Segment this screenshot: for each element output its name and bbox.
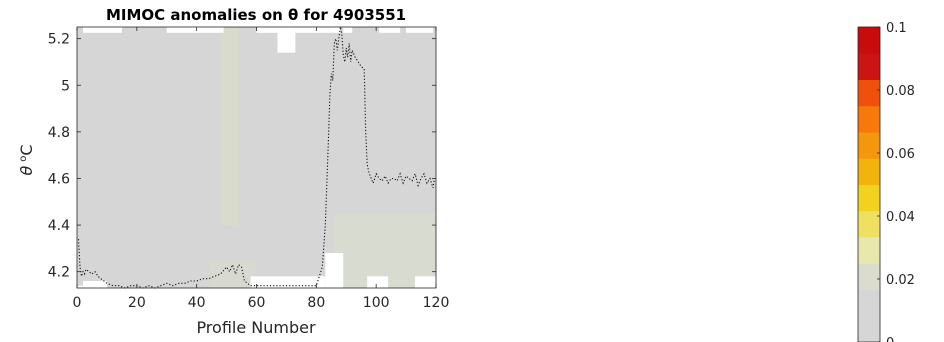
colorbar-segment <box>858 79 880 107</box>
anomaly-tints <box>208 27 436 288</box>
colorbar-segment <box>858 53 880 80</box>
data-gap-top <box>379 27 401 33</box>
colorbar-segment <box>858 315 880 342</box>
x-tick-label: 80 <box>307 295 325 311</box>
data-gap-top <box>256 27 278 33</box>
y-tick-label: 4.4 <box>48 218 70 234</box>
y-tick-label: 4.8 <box>48 125 70 141</box>
colorbar-tick-label: 0.06 <box>886 147 915 162</box>
data-gap-top <box>295 27 329 33</box>
x-axis: 0 20 40 60 80 100 120 <box>73 27 450 311</box>
y-axis-label-symbol: θ <box>17 166 36 176</box>
colorbar: 0 0.02 0.04 0.06 0.08 0.1 <box>857 21 915 342</box>
data-gap-top <box>82 27 122 33</box>
colorbar-segment <box>858 184 880 212</box>
x-tick-label: 0 <box>73 295 82 311</box>
x-tick-label: 100 <box>363 295 390 311</box>
data-gap-top <box>328 27 341 33</box>
y-tick-label: 4.2 <box>48 265 70 281</box>
data-gap-bottom <box>325 253 344 288</box>
x-tick-label: 40 <box>188 295 206 311</box>
colorbar-tick-label: 0.04 <box>886 210 915 225</box>
colorbar-segment <box>858 105 880 133</box>
colorbar-segment <box>858 263 880 290</box>
plot-area: 0 20 40 60 80 100 120 4.2 4.4 4.6 4.8 5 5.2 <box>48 26 450 311</box>
anomaly-tint-patch <box>334 213 436 288</box>
data-gaps <box>77 27 436 288</box>
y-tick-label: 4.6 <box>48 171 70 187</box>
data-gap-top <box>277 27 296 53</box>
y-axis-label-degree: o <box>18 156 29 162</box>
x-axis-label: Profile Number <box>196 318 316 337</box>
colorbar-tick-label: 0.02 <box>886 273 915 288</box>
anomaly-tint-patch <box>208 260 257 288</box>
data-gap-top <box>166 27 224 33</box>
data-gap-top <box>343 27 353 33</box>
x-tick-label: 60 <box>248 295 266 311</box>
data-gap-bottom <box>77 285 83 288</box>
colorbar-segment <box>858 132 880 159</box>
y-tick-label: 5.2 <box>48 32 70 48</box>
colorbar-segment <box>858 237 880 264</box>
colorbar-tick-label: 0.08 <box>886 84 915 99</box>
colorbar-segment <box>858 158 880 185</box>
data-gap-bottom <box>82 281 107 288</box>
data-gap-bottom <box>415 276 436 288</box>
x-tick-label: 120 <box>423 295 450 311</box>
data-gap-bottom <box>367 276 389 288</box>
y-axis-label: θoC <box>17 144 36 175</box>
colorbar-segment <box>858 289 880 317</box>
y-axis-label-unit: C <box>17 144 36 155</box>
colorbar-tick-label: 0.1 <box>886 21 907 36</box>
y-tick-label: 5 <box>61 78 70 94</box>
colorbar-segment <box>858 27 880 54</box>
colorbar-outline <box>857 26 881 342</box>
data-gap-bottom <box>250 276 326 288</box>
chart-title: MIMOC anomalies on θ for 4903551 <box>106 6 406 24</box>
anomaly-tint-patch <box>220 27 239 226</box>
data-gap-top <box>406 27 434 33</box>
colorbar-segment <box>858 210 880 238</box>
x-tick-label: 20 <box>128 295 146 311</box>
colorbar-tick-label: 0 <box>886 336 894 342</box>
y-axis: 4.2 4.4 4.6 4.8 5 5.2 <box>48 32 436 281</box>
